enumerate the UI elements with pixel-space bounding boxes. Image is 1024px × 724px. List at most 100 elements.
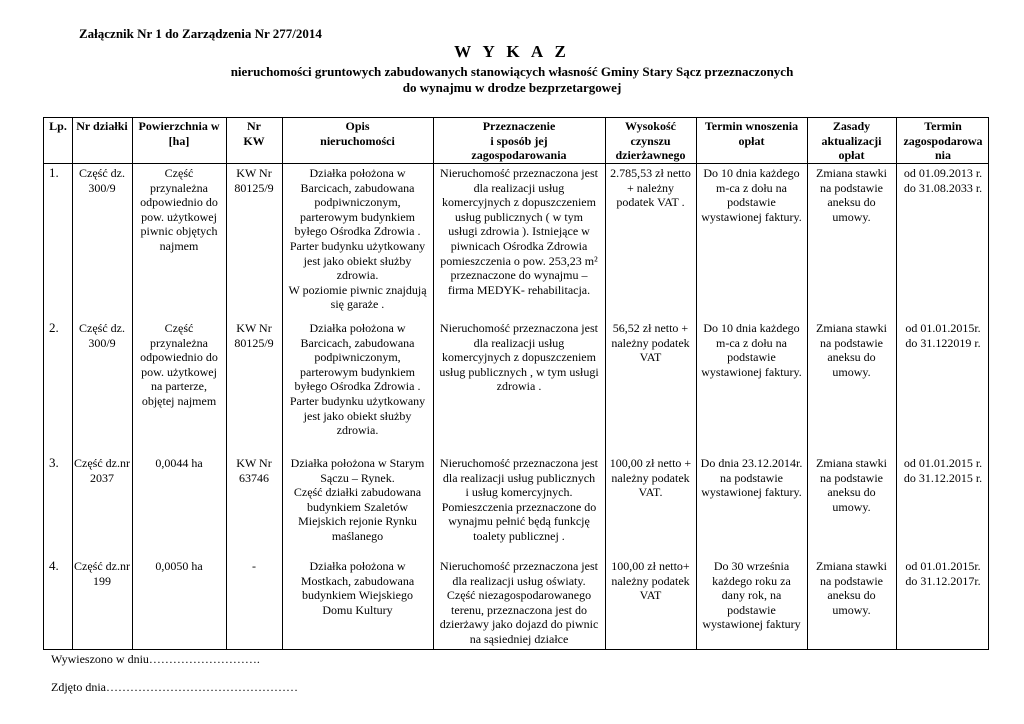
cell-text-line: Do dnia 23.12.2014r. (700, 456, 803, 470)
cell-text-line: dany rok, na (721, 588, 782, 603)
column-divider (226, 118, 227, 649)
header-rent: Wysokość czynszu dzierżawnego (605, 119, 696, 163)
cell-text-line: VAT (639, 350, 662, 365)
cell-text-line: aneksu do (827, 195, 876, 210)
cell-lease-period: od 01.01.2015r. do 31.122019 r. (896, 321, 990, 350)
cell-lp: 1. (44, 165, 77, 181)
cell-text-line: przeznaczone do wynajmu – (450, 268, 588, 283)
cell-text-line: komercyjnych z dopuszczeniem (442, 350, 596, 365)
cell-text-line: Nieruchomość przeznaczona jest (440, 456, 598, 470)
cell-text-line: Lp. (49, 119, 67, 133)
cell-text-line: 2. (49, 320, 59, 335)
cell-text-line: czynszu (630, 133, 671, 148)
cell-text-line: 80125/9 (234, 180, 274, 195)
cell-text-line: zdrowia . (496, 379, 542, 394)
cell-description: Działka położona w Barcicach, zabudowana p… (282, 166, 433, 312)
cell-text-line: Parter budynku użytkowany (289, 238, 426, 253)
cell-text-line: dla realizacji usług (473, 180, 565, 195)
cell-description: Działka położona w Starym Sączu – Rynek. C… (282, 456, 433, 544)
cell-plot-number: Część dz. 300/9 (72, 166, 132, 195)
cell-text-line: 300/9 (88, 335, 116, 350)
cell-update-rules: Zmiana stawki na podstawie aneksu do umowy. (807, 321, 896, 379)
cell-text-line: VAT. (638, 485, 663, 500)
cell-text-line: przynależna (150, 335, 208, 350)
cell-text-line: podpiwniczonym, (314, 195, 401, 210)
cell-rent: 56,52 zł netto + należny podatek VAT (605, 321, 696, 365)
cell-text-line: m-ca z dołu na (716, 180, 787, 195)
cell-lease-period: od 01.01.2015 r. do 31.12.2015 r. (896, 456, 990, 485)
cell-text-line: do 31.12.2017r. (905, 573, 981, 588)
cell-text-line: Zmiana stawki (816, 456, 887, 470)
cell-text-line: zagospodarowa (903, 133, 983, 148)
cell-land-register: KW Nr 80125/9 (226, 166, 282, 195)
cell-text-line: aneksu do (827, 485, 876, 500)
cell-text-line: 0,0050 ha (155, 559, 203, 573)
cell-text-line: wystawionej faktury (702, 617, 801, 632)
cell-text-line: Miejskich rejonie Rynku (298, 514, 417, 529)
cell-text-line: Część dz.nr (74, 559, 130, 573)
cell-text-line: pow. użytkowej (141, 364, 217, 379)
cell-text-line: dla realizacji usług (473, 335, 565, 350)
header-update-rules: Zasady aktualizacji opłat (807, 119, 896, 163)
cell-text-line: opłat (838, 148, 865, 163)
cell-text-line: na podstawie (720, 470, 783, 485)
cell-text-line: opłat (738, 133, 765, 148)
cell-text-line: Działka położona w (309, 559, 406, 573)
cell-text-line: na sąsiedniej działce (469, 631, 569, 646)
cell-text-line: objętej najmem (141, 393, 217, 408)
cell-text-line: piwnicach Ośrodka Zdrowia (450, 238, 588, 253)
cell-payment-term: Do dnia 23.12.2014r. na podstawie wystawio… (696, 456, 807, 500)
cell-text-line: zagospodarowania (471, 148, 567, 163)
header-land-register: Nr KW (226, 119, 282, 148)
column-divider (132, 118, 133, 649)
cell-rent: 2.785,53 zł netto + należny podatek VAT . (605, 166, 696, 210)
document-subtitle-line1: nieruchomości gruntowych zabudowanych st… (230, 64, 794, 79)
cell-text-line: Zmiana stawki (816, 166, 887, 180)
column-divider (433, 118, 434, 649)
cell-text-line: komercyjnych z dopuszczeniem (442, 195, 596, 210)
cell-update-rules: Zmiana stawki na podstawie aneksu do umowy. (807, 166, 896, 224)
cell-text-line: usług publicznych , w tym usługi (439, 364, 599, 379)
header-payment-term: Termin wnoszenia opłat (696, 119, 807, 148)
cell-text-line: Termin (924, 119, 962, 133)
cell-text-line: Część dz. (79, 321, 125, 335)
attachment-reference: Załącznik Nr 1 do Zarządzenia Nr 277/201… (79, 26, 322, 41)
cell-text-line: Barcicach, zabudowana (300, 335, 415, 350)
cell-text-line: jest jako obiekt służby (303, 408, 412, 423)
cell-text-line: KW Nr (236, 166, 272, 180)
cell-text-line: odpowiednio do (140, 350, 218, 365)
cell-text-line: jest jako obiekt służby (303, 253, 412, 268)
cell-text-line: Pomieszczenia przeznaczone do (441, 499, 597, 514)
cell-text-line: każdego roku za (712, 573, 791, 588)
cell-plot-number: Część dz.nr 199 (72, 559, 132, 588)
cell-text-line: Sączu – Rynek. (320, 470, 395, 485)
cell-text-line: umowy. (832, 602, 871, 617)
cell-text-line: usług publicznych ( w tym (455, 209, 583, 224)
cell-area: Część przynależna odpowiednio do pow. użytk… (132, 166, 226, 254)
cell-text-line: toalety publicznej . (473, 528, 565, 543)
column-divider (282, 118, 283, 649)
cell-text-line: nieruchomości (320, 133, 395, 148)
cell-text-line: umowy. (832, 499, 871, 514)
cell-text-line: Wysokość (625, 119, 676, 133)
cell-purpose: Nieruchomość przeznaczona jest dla realiz… (433, 166, 605, 297)
header-description: Opis nieruchomości (282, 119, 433, 148)
cell-text-line: Parter budynku użytkowany (289, 393, 426, 408)
cell-text-line: dzierżawnego (615, 148, 686, 163)
cell-text-line: m-ca z dołu na (716, 335, 787, 350)
header-area: Powierzchnia w [ha] (132, 119, 226, 148)
header-lease-period: Termin zagospodarowa nia (896, 119, 990, 163)
column-divider (896, 118, 897, 649)
cell-lp: 3. (44, 455, 77, 471)
cell-text-line: 300/9 (88, 180, 116, 195)
header-divider (44, 163, 988, 164)
cell-text-line: na podstawie (820, 180, 883, 195)
cell-text-line: najmem (159, 238, 199, 253)
cell-text-line: firma MEDYK- rehabilitacja. (447, 282, 591, 297)
cell-land-register: KW Nr 63746 (226, 456, 282, 485)
cell-payment-term: Do 30 września każdego roku za dany rok, n… (696, 559, 807, 632)
cell-purpose: Nieruchomość przeznaczona jest dla realiz… (433, 559, 605, 647)
cell-description: Działka położona w Mostkach, zabudowana bu… (282, 559, 433, 617)
cell-text-line: KW Nr (236, 321, 272, 335)
cell-area: Część przynależna odpowiednio do pow. użytk… (132, 321, 226, 409)
